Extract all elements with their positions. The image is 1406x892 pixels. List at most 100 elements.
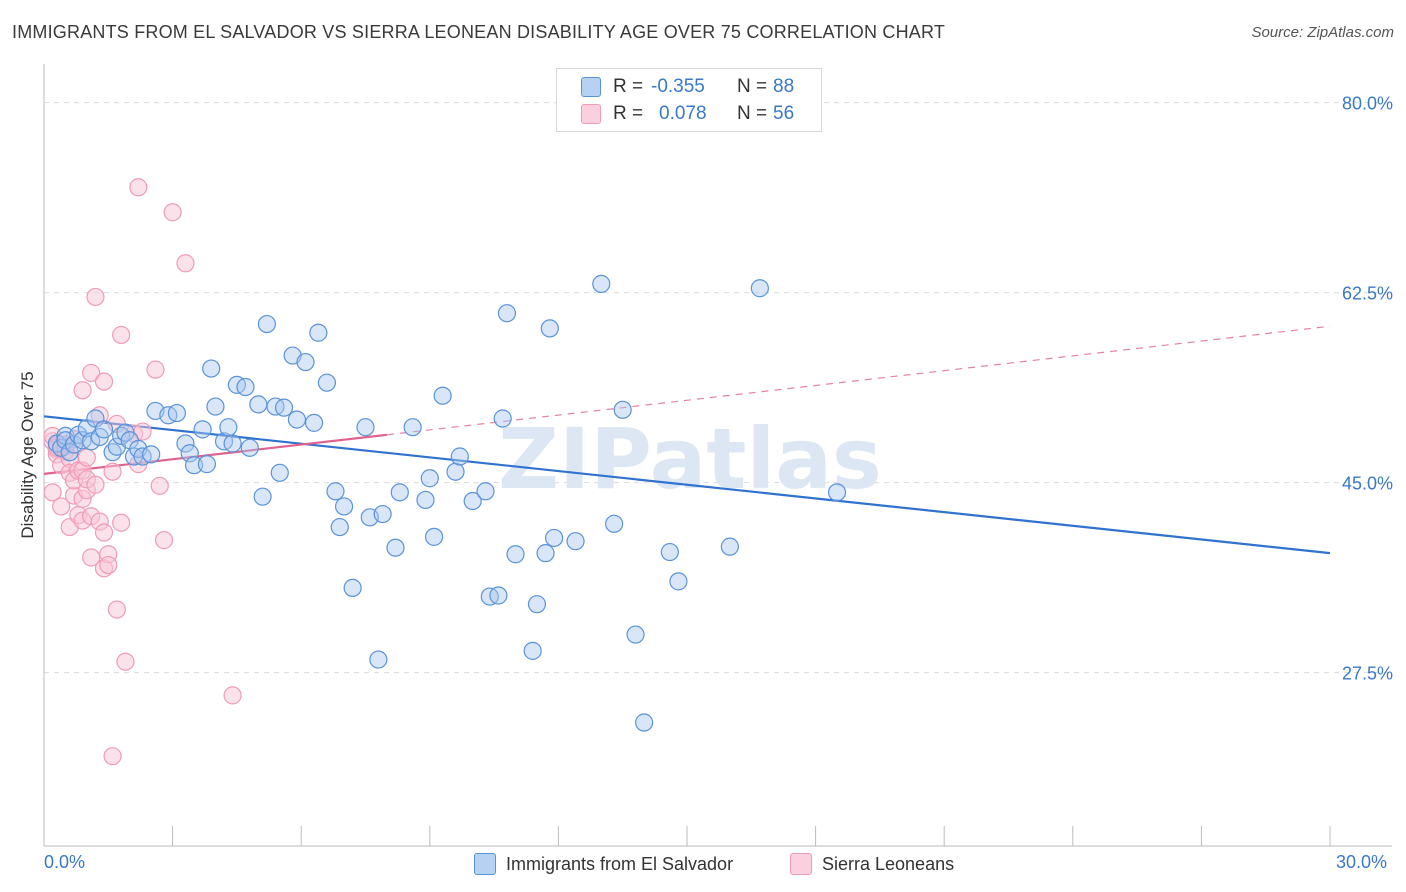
data-point-el-salvador (184, 456, 204, 475)
data-point-el-salvador (720, 537, 739, 556)
data-point-sierra-leoneans (116, 652, 135, 671)
bottom-legend-label: Immigrants from El Salvador (506, 853, 734, 874)
data-point-sierra-leoneans (99, 555, 118, 575)
data-point-el-salvador (343, 578, 362, 597)
y-tick-label: 27.5% (1342, 664, 1393, 684)
data-point-el-salvador (369, 650, 388, 669)
data-point-el-salvador (613, 400, 632, 419)
data-point-el-salvador (497, 304, 517, 323)
data-point-el-salvador (463, 491, 482, 511)
data-point-sierra-leoneans (86, 475, 105, 494)
data-point-el-salvador (257, 314, 277, 334)
legend-row-sierra-leoneans: R = 0.078 N = 56 (581, 102, 794, 126)
legend-r-label: R = (613, 76, 644, 97)
data-point-el-salvador (750, 279, 769, 298)
data-point-el-salvador (304, 413, 324, 432)
data-point-el-salvador (296, 352, 315, 372)
axes (43, 64, 1392, 847)
data-point-el-salvador (167, 403, 186, 423)
data-point-el-salvador (827, 483, 847, 502)
legend-r-value: -0.355 (651, 76, 705, 97)
data-point-el-salvador (506, 545, 525, 564)
y-tick-label: 80.0% (1342, 94, 1393, 114)
data-point-el-salvador (373, 504, 392, 524)
data-point-el-salvador (420, 469, 439, 488)
y-axis-label: Disability Age Over 75 (18, 371, 37, 539)
data-point-el-salvador (493, 409, 512, 428)
data-point-el-salvador (416, 490, 435, 510)
legend-n-value: 56 (773, 103, 795, 124)
data-point-el-salvador (193, 420, 212, 439)
data-point-sierra-leoneans (223, 686, 242, 705)
data-point-el-salvador (545, 528, 564, 548)
legend-r-label: R = (613, 103, 644, 124)
data-point-el-salvador (142, 445, 161, 464)
data-point-el-salvador (64, 435, 84, 454)
data-point-el-salvador (386, 538, 405, 557)
bottom-legend-swatch-blue (474, 853, 496, 875)
legend-n-label: N = (737, 103, 768, 124)
data-point-sierra-leoneans (112, 325, 131, 345)
data-point-el-salvador (540, 319, 559, 338)
data-point-sierra-leoneans (82, 363, 101, 383)
legend-row-el-salvador: R = -0.355 N = 88 (581, 75, 794, 99)
data-point-sierra-leoneans (103, 747, 122, 766)
bottom-legend-el-salvador: Immigrants from El Salvador (474, 852, 733, 876)
trend-line-el-salvador (43, 415, 1331, 555)
data-point-el-salvador (223, 434, 242, 453)
x-tick-label-min: 0.0% (44, 852, 86, 872)
data-point-el-salvador (240, 438, 259, 457)
data-point-el-salvador (523, 641, 542, 660)
data-point-el-salvador (274, 398, 294, 417)
data-point-el-salvador (669, 572, 688, 591)
data-point-el-salvador (253, 487, 272, 506)
legend-n-value: 88 (773, 76, 795, 97)
data-point-sierra-leoneans (82, 548, 101, 567)
data-point-el-salvador (403, 418, 422, 437)
data-point-el-salvador (202, 359, 221, 378)
y-tick-labels: 27.5% 45.0% 62.5% 80.0% (1342, 94, 1393, 684)
data-point-el-salvador (309, 323, 328, 342)
y-tick-label: 45.0% (1342, 474, 1393, 494)
data-point-el-salvador (635, 713, 654, 732)
series-sierra-leoneans (43, 178, 242, 766)
data-point-sierra-leoneans (52, 497, 71, 516)
data-point-sierra-leoneans (112, 513, 131, 532)
y-tick-label: 62.5% (1342, 284, 1393, 304)
data-point-el-salvador (390, 483, 409, 502)
x-tick-label-max: 30.0% (1336, 852, 1388, 872)
data-point-el-salvador (536, 544, 555, 563)
data-point-el-salvador (236, 377, 255, 397)
bottom-legend-label: Sierra Leoneans (822, 853, 955, 874)
data-point-el-salvador (527, 595, 547, 614)
data-point-sierra-leoneans (94, 523, 114, 542)
legend-n-label: N = (737, 76, 768, 97)
data-point-el-salvador (660, 542, 679, 562)
data-point-sierra-leoneans (154, 531, 174, 550)
data-point-el-salvador (197, 455, 216, 474)
correlation-legend: R = -0.355 N = 88 R = 0.078 N = 56 (556, 68, 822, 132)
chart-title: IMMIGRANTS FROM EL SALVADOR VS SIERRA LE… (12, 22, 946, 42)
data-point-el-salvador (330, 517, 349, 537)
data-point-el-salvador (433, 386, 452, 405)
data-point-el-salvador (82, 432, 101, 451)
data-point-el-salvador (476, 482, 495, 501)
data-point-el-salvador (249, 395, 268, 414)
data-point-el-salvador (605, 514, 624, 533)
data-point-el-salvador (94, 420, 114, 439)
data-point-el-salvador (334, 497, 354, 516)
trend-line-sierra-leoneans (43, 433, 388, 475)
data-point-el-salvador (206, 397, 225, 416)
data-point-el-salvador (489, 586, 508, 605)
data-point-sierra-leoneans (163, 203, 182, 222)
data-point-el-salvador (626, 625, 645, 644)
trend-line-sierra-leoneans-extension (386, 325, 1331, 436)
data-point-el-salvador (326, 482, 345, 501)
watermark: ZIPatlas (498, 410, 882, 508)
data-point-el-salvador (356, 418, 375, 437)
data-point-sierra-leoneans (176, 254, 195, 273)
data-point-el-salvador (270, 463, 289, 482)
data-point-sierra-leoneans (129, 178, 148, 197)
data-point-el-salvador (450, 447, 469, 466)
